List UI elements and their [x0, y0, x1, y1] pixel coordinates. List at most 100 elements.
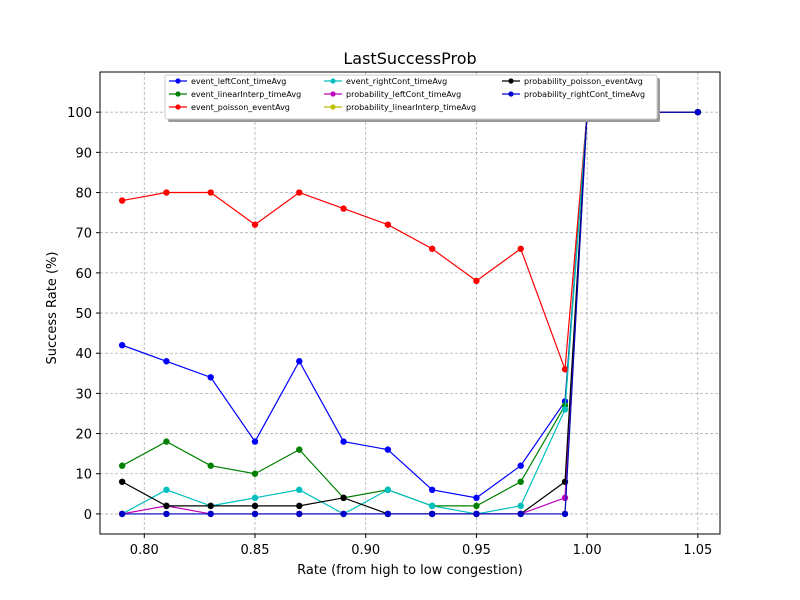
legend-label: probability_rightCont_timeAvg [524, 90, 645, 99]
legend-item: event_leftCont_timeAvg [169, 77, 286, 86]
data-point [118, 462, 126, 469]
legend-item: probability_rightCont_timeAvg [502, 90, 645, 99]
data-point [428, 486, 436, 494]
data-point [207, 462, 214, 469]
series-layer [118, 108, 702, 518]
data-point [163, 189, 170, 196]
y-axis-label: Success Rate (%) [45, 252, 60, 365]
x-tick-label: 0.80 [130, 543, 159, 558]
data-point [428, 245, 436, 252]
data-point [296, 510, 303, 518]
legend-box [164, 74, 658, 120]
data-point [517, 478, 524, 485]
legend-item: event_poisson_eventAvg [169, 103, 290, 112]
y-tick-label: 60 [75, 267, 92, 282]
data-point [473, 502, 480, 510]
axis-ticks: 0.80 0.85 0.90 0.95 1.00 1.05 0 10 20 30 40 50 60 70 8… [67, 106, 712, 558]
data-point [340, 494, 347, 502]
legend-label: probability_leftCont_timeAvg [346, 90, 461, 99]
data-point [561, 494, 569, 502]
y-tick-label: 80 [75, 187, 92, 202]
data-point [296, 486, 303, 494]
legend-label: event_rightCont_timeAvg [346, 77, 447, 86]
legend-swatch-marker [175, 104, 181, 110]
y-tick-label: 50 [75, 307, 92, 322]
data-point [561, 406, 569, 413]
data-point [163, 486, 170, 494]
data-point [296, 189, 303, 196]
legend-swatch-marker [330, 104, 336, 110]
data-point [517, 462, 524, 469]
data-point [296, 446, 303, 453]
data-point [340, 510, 347, 518]
data-point [118, 341, 126, 349]
data-point [118, 197, 126, 204]
legend-item: probability_linearInterp_timeAvg [324, 103, 476, 112]
data-point [384, 221, 392, 228]
chart-title: LastSuccessProb [343, 49, 476, 68]
y-tick-label: 90 [75, 146, 92, 161]
data-point [251, 221, 259, 228]
x-tick-label: 0.90 [351, 543, 380, 558]
data-point [163, 510, 170, 518]
data-point [340, 205, 347, 212]
data-point [561, 366, 569, 373]
data-point [428, 502, 436, 510]
y-tick-label: 0 [84, 508, 92, 523]
data-point [384, 446, 392, 453]
data-point [251, 494, 259, 502]
y-tick-label: 30 [75, 387, 92, 402]
data-point [207, 374, 214, 381]
x-tick-label: 0.95 [462, 543, 491, 558]
legend-item: probability_leftCont_timeAvg [324, 90, 461, 99]
data-point [473, 510, 480, 518]
plot-frame [99, 71, 721, 535]
data-point [163, 502, 170, 510]
data-point [694, 108, 702, 116]
data-point [207, 510, 214, 518]
data-point [517, 510, 524, 518]
y-tick-label: 70 [75, 227, 92, 242]
data-point [251, 470, 259, 477]
data-point [340, 438, 347, 445]
legend-label: probability_poisson_eventAvg [524, 77, 643, 86]
data-point [384, 510, 392, 518]
series-probability_rightCont_timeAvg [118, 108, 702, 518]
y-tick-label: 100 [67, 106, 92, 121]
legend-swatch-marker [175, 78, 181, 84]
data-point [473, 494, 480, 502]
data-point [207, 189, 214, 196]
x-tick-label: 1.05 [683, 543, 712, 558]
legend-item: probability_poisson_eventAvg [502, 77, 643, 86]
data-point [207, 502, 214, 510]
grid [100, 72, 720, 534]
legend: event_leftCont_timeAvg event_linearInterp… [164, 74, 660, 122]
data-point [561, 510, 569, 518]
legend-item: event_rightCont_timeAvg [324, 77, 447, 86]
data-point [163, 438, 170, 445]
legend-swatch-marker [175, 91, 181, 97]
data-point [163, 358, 170, 365]
data-point [296, 358, 303, 365]
data-point [118, 478, 126, 485]
data-point [384, 486, 392, 494]
x-axis-label: Rate (from high to low congestion) [297, 563, 523, 578]
legend-label: event_poisson_eventAvg [191, 103, 290, 112]
legend-swatch-marker [330, 91, 336, 97]
y-tick-label: 20 [75, 428, 92, 443]
legend-label: probability_linearInterp_timeAvg [346, 103, 476, 112]
data-point [473, 277, 480, 285]
data-point [517, 502, 524, 510]
data-point [118, 510, 126, 518]
y-tick-label: 10 [75, 468, 92, 483]
x-tick-label: 0.85 [241, 543, 270, 558]
legend-label: event_linearInterp_timeAvg [191, 90, 301, 99]
data-point [251, 502, 259, 510]
legend-swatch-marker [508, 78, 514, 84]
data-point [251, 510, 259, 518]
legend-item: event_linearInterp_timeAvg [169, 90, 301, 99]
data-point [296, 502, 303, 510]
legend-swatch-marker [508, 91, 514, 97]
legend-label: event_leftCont_timeAvg [191, 77, 286, 86]
